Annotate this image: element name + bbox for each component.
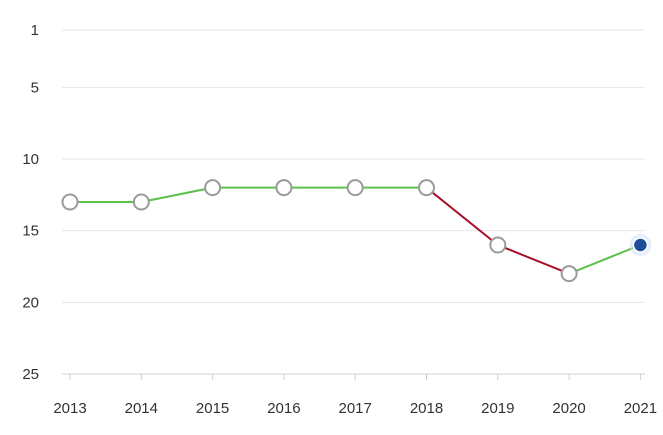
y-tick-label: 25 bbox=[22, 366, 39, 383]
y-tick-label: 10 bbox=[22, 151, 39, 168]
y-tick-label: 5 bbox=[31, 79, 39, 96]
series-points bbox=[61, 179, 652, 283]
x-axis: 2013 2014 2015 2016 2017 2018 2019 2020 2021 bbox=[53, 374, 657, 417]
y-tick-label: 20 bbox=[22, 294, 39, 311]
series-segment bbox=[425, 186, 499, 246]
x-tick-label: 2013 bbox=[53, 400, 86, 417]
data-point[interactable] bbox=[418, 179, 435, 197]
series-segment bbox=[496, 244, 571, 275]
x-tick-label: 2017 bbox=[339, 400, 372, 417]
y-tick-label: 15 bbox=[22, 223, 39, 240]
data-point[interactable] bbox=[489, 236, 507, 254]
x-tick-label: 2014 bbox=[125, 400, 158, 417]
data-point[interactable] bbox=[560, 265, 578, 283]
data-point[interactable] bbox=[204, 179, 222, 197]
x-tick-label: 2019 bbox=[481, 400, 514, 417]
x-tick-label: 2015 bbox=[196, 400, 229, 417]
data-point[interactable] bbox=[132, 193, 150, 211]
grid-lines bbox=[62, 29, 645, 375]
series-segment bbox=[140, 186, 214, 203]
data-point[interactable] bbox=[346, 179, 364, 197]
x-tick-label: 2018 bbox=[410, 400, 443, 417]
data-point[interactable] bbox=[61, 193, 79, 211]
x-tick-label: 2020 bbox=[552, 400, 585, 417]
latest-data-point[interactable] bbox=[632, 237, 649, 253]
series-segment bbox=[568, 244, 642, 275]
x-tick-label: 2016 bbox=[267, 400, 300, 417]
data-point[interactable] bbox=[275, 179, 293, 197]
x-tick-label: 2021 bbox=[624, 400, 657, 417]
series-line bbox=[69, 186, 642, 275]
y-tick-label: 1 bbox=[31, 22, 39, 39]
